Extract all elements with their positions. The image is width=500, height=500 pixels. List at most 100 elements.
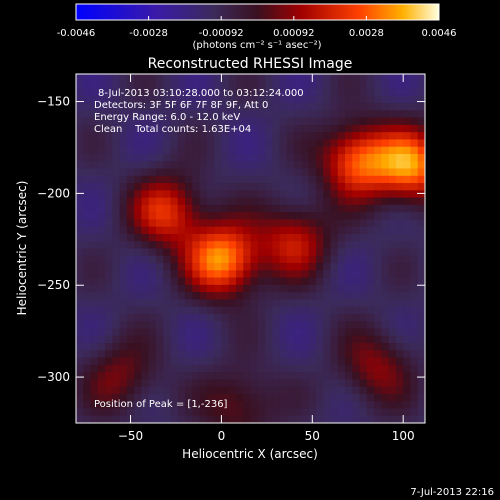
y-tick-label: −200	[37, 186, 70, 200]
heatmap-cell	[359, 88, 368, 97]
heatmap-cell	[395, 364, 404, 373]
heatmap-cell	[206, 263, 215, 271]
heatmap-cell	[155, 132, 164, 140]
heatmap-cell	[105, 161, 113, 169]
heatmap-cell	[119, 117, 128, 126]
heatmap-cell	[323, 124, 331, 133]
heatmap-cell	[126, 81, 135, 89]
heatmap-cell	[308, 372, 317, 380]
heatmap-cell	[177, 132, 186, 140]
heatmap-cell	[374, 161, 382, 169]
heatmap-cell	[403, 292, 411, 300]
heatmap-cell	[337, 161, 346, 169]
heatmap-cell	[206, 183, 215, 191]
heatmap-cell	[330, 146, 339, 155]
heatmap-cell	[119, 328, 128, 337]
heatmap-cell	[374, 284, 382, 293]
heatmap-cell	[323, 204, 331, 213]
heatmap-cell	[177, 415, 186, 423]
heatmap-cell	[148, 364, 157, 373]
heatmap-cell	[337, 306, 346, 315]
heatmap-cell	[337, 183, 346, 191]
heatmap-cell	[214, 277, 222, 286]
heatmap-cell	[185, 328, 193, 337]
heatmap-cell	[148, 226, 157, 235]
heatmap-cell	[105, 306, 113, 315]
heatmap-cell	[272, 277, 280, 286]
heatmap-cell	[83, 204, 91, 213]
heatmap-cell	[199, 299, 208, 307]
heatmap-cell	[410, 81, 419, 89]
heatmap-cell	[395, 408, 404, 417]
heatmap-cell	[214, 393, 222, 402]
heatmap-cell	[192, 284, 200, 293]
heatmap-cell	[134, 284, 142, 293]
heatmap-cell	[192, 161, 200, 169]
heatmap-cell	[243, 139, 251, 148]
heatmap-cell	[272, 124, 280, 133]
heatmap-cell	[359, 212, 368, 220]
heatmap-cell	[330, 306, 339, 315]
heatmap-cell	[381, 146, 389, 155]
heatmap-cell	[97, 335, 106, 344]
heatmap-cell	[83, 277, 91, 286]
heatmap-cell	[359, 284, 368, 293]
heatmap-cell	[374, 306, 382, 315]
heatmap-cell	[352, 255, 360, 264]
heatmap-cell	[301, 306, 309, 315]
heatmap-cell	[395, 350, 404, 358]
heatmap-cell	[90, 284, 99, 293]
heatmap-cell	[352, 328, 360, 337]
heatmap-cell	[235, 110, 244, 118]
heatmap-cell	[359, 153, 368, 162]
heatmap-cell	[221, 393, 229, 402]
heatmap-cell	[206, 226, 215, 235]
heatmap-cell	[308, 255, 317, 264]
heatmap-cell	[185, 124, 193, 133]
heatmap-cell	[315, 226, 324, 235]
heatmap-cell	[403, 372, 411, 380]
heatmap-cell	[235, 284, 244, 293]
heatmap-cell	[257, 117, 266, 126]
heatmap-cell	[315, 103, 324, 111]
heatmap-cell	[228, 226, 237, 235]
heatmap-cell	[315, 204, 324, 213]
heatmap-cell	[170, 328, 179, 337]
heatmap-cell	[199, 415, 208, 423]
heatmap-cell	[381, 379, 389, 387]
heatmap-cell	[352, 277, 360, 286]
heatmap-cell	[265, 95, 273, 104]
heatmap-cell	[301, 161, 309, 169]
heatmap-cell	[192, 292, 200, 300]
heatmap-cell	[352, 284, 360, 293]
heatmap-cell	[90, 190, 99, 198]
heatmap-cell	[359, 350, 368, 358]
heatmap-cell	[177, 393, 186, 402]
heatmap-cell	[76, 292, 84, 300]
heatmap-cell	[381, 328, 389, 337]
heatmap-cell	[83, 263, 91, 271]
heatmap-cell	[403, 299, 411, 307]
heatmap-cell	[388, 197, 397, 206]
heatmap-cell	[294, 212, 302, 220]
heatmap-cell	[337, 117, 346, 126]
heatmap-cell	[315, 299, 324, 307]
heatmap-cell	[235, 292, 244, 300]
heatmap-cell	[235, 379, 244, 387]
heatmap-cell	[170, 248, 179, 257]
heatmap-cell	[410, 241, 419, 249]
heatmap-cell	[330, 270, 339, 278]
heatmap-cell	[126, 364, 135, 373]
heatmap-cell	[83, 124, 91, 133]
heatmap-cell	[279, 386, 288, 395]
heatmap-cell	[206, 168, 215, 177]
heatmap-cell	[170, 110, 179, 118]
heatmap-cell	[417, 132, 425, 140]
heatmap-cell	[199, 219, 208, 227]
heatmap-cell	[337, 313, 346, 322]
heatmap-cell	[257, 263, 266, 271]
heatmap-cell	[286, 190, 295, 198]
heatmap-cell	[301, 132, 309, 140]
heatmap-cell	[315, 233, 324, 242]
heatmap-cell	[134, 204, 142, 213]
